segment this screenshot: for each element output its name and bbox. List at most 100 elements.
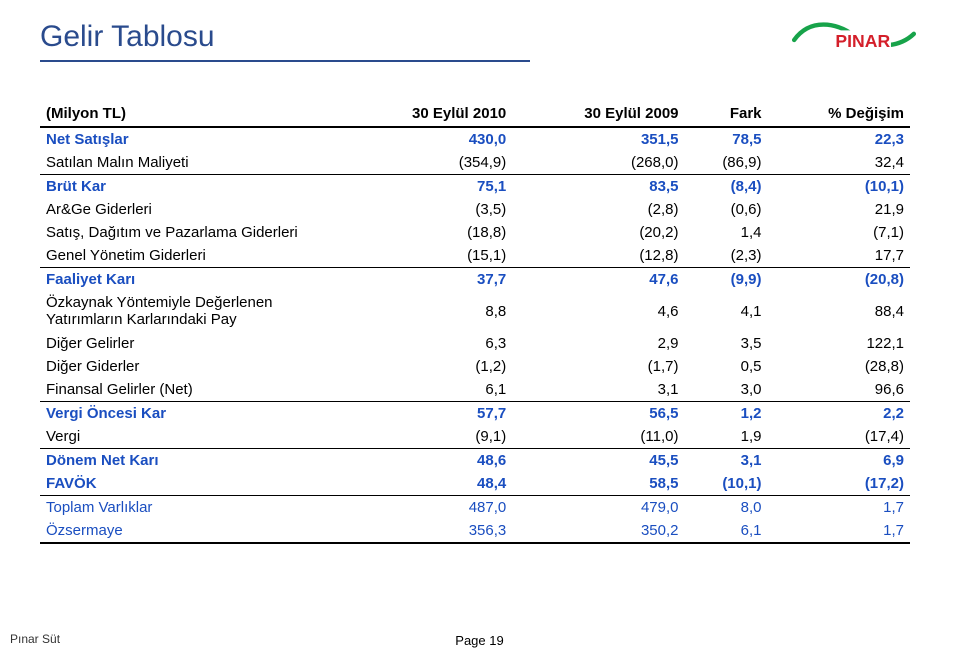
row-value: 350,2 [512,519,684,543]
table-row: Özkaynak Yöntemiyle DeğerlenenYatırımlar… [40,291,910,332]
table-row: Toplam Varlıklar487,0479,08,01,7 [40,495,910,519]
row-label: Ar&Ge Giderleri [40,198,340,221]
row-value: 351,5 [512,127,684,151]
row-value: 58,5 [512,472,684,496]
row-value: 6,3 [340,332,512,355]
table-row: Diğer Giderler(1,2)(1,7)0,5(28,8) [40,355,910,378]
row-value: 83,5 [512,175,684,199]
table-row: Ar&Ge Giderleri(3,5)(2,8)(0,6)21,9 [40,198,910,221]
row-label: FAVÖK [40,472,340,496]
row-value: 57,7 [340,401,512,425]
row-value: 487,0 [340,495,512,519]
row-value: (1,2) [340,355,512,378]
row-label: Özkaynak Yöntemiyle DeğerlenenYatırımlar… [40,291,340,332]
row-label: Diğer Gelirler [40,332,340,355]
row-value: 37,7 [340,268,512,292]
row-value: 17,7 [768,244,911,268]
table-row: Vergi(9,1)(11,0)1,9(17,4) [40,425,910,449]
row-value: 2,2 [768,401,911,425]
table-body: Net Satışlar430,0351,578,522,3Satılan Ma… [40,127,910,543]
row-label: Diğer Giderler [40,355,340,378]
title-rule [40,60,530,62]
row-label: Toplam Varlıklar [40,495,340,519]
row-value: 479,0 [512,495,684,519]
row-value: 430,0 [340,127,512,151]
row-value: 8,8 [340,291,512,332]
row-value: 8,0 [685,495,768,519]
table-row: Faaliyet Karı37,747,6(9,9)(20,8) [40,268,910,292]
row-value: 4,6 [512,291,684,332]
col-label: (Milyon TL) [40,102,340,127]
col-diff: Fark [685,102,768,127]
table-row: Özsermaye356,3350,26,11,7 [40,519,910,543]
row-value: (7,1) [768,221,911,244]
row-value: 1,7 [768,519,911,543]
row-value: 96,6 [768,378,911,402]
row-value: 78,5 [685,127,768,151]
row-value: (17,4) [768,425,911,449]
row-label: Dönem Net Karı [40,448,340,472]
row-value: 122,1 [768,332,911,355]
row-value: (9,9) [685,268,768,292]
row-value: 3,0 [685,378,768,402]
row-value: 3,1 [685,448,768,472]
row-value: (86,9) [685,151,768,175]
table-row: Diğer Gelirler6,32,93,5122,1 [40,332,910,355]
table-row: Genel Yönetim Giderleri(15,1)(12,8)(2,3)… [40,244,910,268]
row-label: Genel Yönetim Giderleri [40,244,340,268]
row-value: (1,7) [512,355,684,378]
row-value: 32,4 [768,151,911,175]
row-value: 56,5 [512,401,684,425]
row-value: 48,4 [340,472,512,496]
income-table: (Milyon TL) 30 Eylül 2010 30 Eylül 2009 … [40,102,910,544]
col-2009: 30 Eylül 2009 [512,102,684,127]
row-value: 1,9 [685,425,768,449]
row-value: (18,8) [340,221,512,244]
row-value: (354,9) [340,151,512,175]
row-value: 4,1 [685,291,768,332]
table-row: Satılan Malın Maliyeti(354,9)(268,0)(86,… [40,151,910,175]
row-value: 75,1 [340,175,512,199]
row-value: 3,5 [685,332,768,355]
row-value: 1,2 [685,401,768,425]
row-value: 22,3 [768,127,911,151]
row-value: 21,9 [768,198,911,221]
row-value: 1,7 [768,495,911,519]
page-title: Gelir Tablosu [40,20,919,54]
col-change: % Değişim [768,102,911,127]
row-value: 48,6 [340,448,512,472]
row-value: 6,9 [768,448,911,472]
row-value: (15,1) [340,244,512,268]
row-value: (10,1) [768,175,911,199]
row-value: (8,4) [685,175,768,199]
row-value: 45,5 [512,448,684,472]
row-value: (268,0) [512,151,684,175]
row-value: 6,1 [685,519,768,543]
logo-text: PINAR [835,31,890,51]
row-value: (28,8) [768,355,911,378]
row-value: (11,0) [512,425,684,449]
row-value: (20,8) [768,268,911,292]
row-label: Vergi Öncesi Kar [40,401,340,425]
row-value: (2,3) [685,244,768,268]
row-value: (12,8) [512,244,684,268]
row-label: Satılan Malın Maliyeti [40,151,340,175]
row-label: Vergi [40,425,340,449]
table-row: Dönem Net Karı48,645,53,16,9 [40,448,910,472]
row-value: (2,8) [512,198,684,221]
row-label: Brüt Kar [40,175,340,199]
row-value: 1,4 [685,221,768,244]
table-row: Finansal Gelirler (Net)6,13,13,096,6 [40,378,910,402]
table-row: Satış, Dağıtım ve Pazarlama Giderleri(18… [40,221,910,244]
table-header-row: (Milyon TL) 30 Eylül 2010 30 Eylül 2009 … [40,102,910,127]
row-value: (10,1) [685,472,768,496]
row-label: Finansal Gelirler (Net) [40,378,340,402]
footer-page: Page 19 [455,633,503,648]
row-value: 2,9 [512,332,684,355]
row-label: Satış, Dağıtım ve Pazarlama Giderleri [40,221,340,244]
pinar-logo: PINAR [789,18,919,62]
row-value: (17,2) [768,472,911,496]
table-row: FAVÖK48,458,5(10,1)(17,2) [40,472,910,496]
row-value: 3,1 [512,378,684,402]
row-label: Net Satışlar [40,127,340,151]
